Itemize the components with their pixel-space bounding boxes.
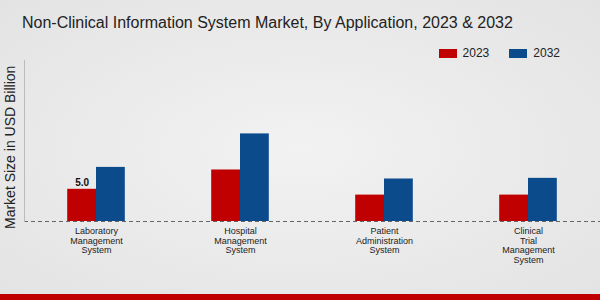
svg-text:LaboratoryManagementSystem: LaboratoryManagementSystem — [70, 226, 123, 255]
svg-text:HospitalManagementSystem: HospitalManagementSystem — [214, 226, 267, 255]
svg-text:PatientAdministrationSystem: PatientAdministrationSystem — [356, 226, 413, 255]
html-text:Non-Clinical Information Syste: Non-Clinical Information System Market, … — [22, 14, 513, 31]
svg-text:5.0: 5.0 — [75, 177, 89, 188]
svg-text:ClinicalTrialManagementSystem: ClinicalTrialManagementSystem — [502, 226, 555, 264]
html-text:Market Size in USD Billion: Market Size in USD Billion — [2, 65, 18, 229]
html-text:2032: 2032 — [533, 46, 560, 60]
html-text:2023: 2023 — [462, 46, 490, 60]
